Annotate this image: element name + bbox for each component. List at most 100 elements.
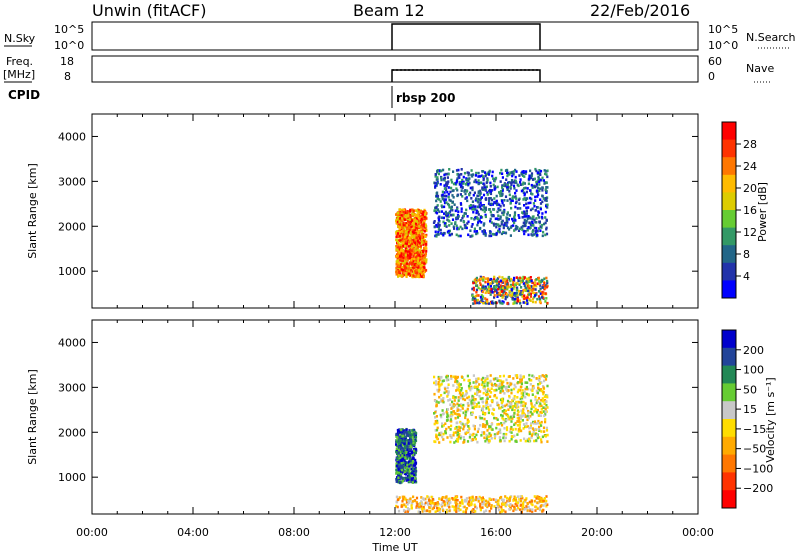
data-cell <box>502 385 505 388</box>
data-cell <box>456 177 459 180</box>
data-cell <box>422 238 425 242</box>
data-cell <box>502 279 505 282</box>
data-cell <box>542 385 545 388</box>
data-cell <box>454 416 457 420</box>
data-cell <box>499 194 502 198</box>
data-cell <box>526 509 529 512</box>
data-cell <box>496 379 499 382</box>
data-cell <box>397 460 400 464</box>
data-cell <box>448 497 451 501</box>
data-cell <box>494 288 497 292</box>
data-cell <box>525 422 528 425</box>
data-cell <box>499 406 502 410</box>
data-cell <box>495 225 498 229</box>
data-cell <box>440 178 443 182</box>
data-cell <box>405 275 408 278</box>
data-cell <box>416 239 419 243</box>
data-cell <box>483 222 486 225</box>
data-cell <box>505 418 508 422</box>
data-cell <box>516 390 519 394</box>
data-cell <box>456 413 459 416</box>
data-cell <box>437 502 440 506</box>
data-cell <box>398 454 401 457</box>
data-cell <box>440 415 443 419</box>
data-cell <box>541 194 544 198</box>
data-cell <box>532 224 535 227</box>
velocity-ylabel: Slant Range [km] <box>26 369 39 465</box>
data-cell <box>411 500 414 503</box>
data-cell <box>452 396 455 399</box>
data-cell <box>433 392 436 396</box>
data-cell <box>536 206 539 209</box>
data-cell <box>420 235 424 238</box>
data-cell <box>460 189 463 192</box>
data-cell <box>474 437 477 441</box>
data-cell <box>481 411 485 414</box>
data-cell <box>401 240 404 243</box>
data-cell <box>476 498 479 501</box>
data-cell <box>546 281 549 285</box>
data-cell <box>438 388 441 391</box>
data-cell <box>466 222 469 225</box>
data-cell <box>454 378 457 382</box>
data-cell <box>529 414 532 418</box>
data-cell <box>407 480 410 484</box>
data-cell <box>473 401 476 405</box>
data-cell <box>449 418 453 421</box>
data-cell <box>449 434 452 437</box>
data-cell <box>484 280 487 284</box>
data-cell <box>539 198 542 201</box>
data-cell <box>446 395 449 398</box>
data-cell <box>495 278 499 282</box>
data-cell <box>453 508 456 512</box>
data-cell <box>501 276 504 279</box>
data-cell <box>493 277 496 280</box>
data-cell <box>475 180 478 184</box>
data-cell <box>530 407 533 411</box>
data-cell <box>472 193 475 197</box>
data-cell <box>500 505 503 509</box>
data-cell <box>543 414 546 418</box>
nave-tick-bottom: 0 <box>708 70 715 83</box>
data-cell <box>488 290 492 293</box>
data-cell <box>437 377 440 381</box>
data-cell <box>482 301 485 305</box>
data-cell <box>430 495 433 499</box>
data-cell <box>530 183 533 187</box>
data-cell <box>435 428 439 432</box>
data-cell <box>531 281 534 285</box>
data-cell <box>528 430 531 434</box>
data-cell <box>489 197 492 200</box>
data-cell <box>496 291 499 295</box>
data-cell <box>411 245 414 248</box>
data-cell <box>407 431 410 434</box>
data-cell <box>531 510 534 513</box>
data-cell <box>446 412 449 415</box>
data-cell <box>534 300 537 304</box>
data-cell <box>419 502 422 505</box>
data-cell <box>443 503 446 507</box>
x-tick-label: 00:00 <box>682 526 714 539</box>
data-cell <box>437 401 440 404</box>
data-cell <box>463 171 467 175</box>
data-cell <box>409 434 412 437</box>
data-cell <box>406 259 409 262</box>
data-cell <box>417 269 421 272</box>
data-cell <box>497 508 501 512</box>
data-cell <box>461 407 464 410</box>
y-tick-label: 4000 <box>58 130 86 143</box>
data-cell <box>417 262 420 266</box>
data-cell <box>507 181 510 185</box>
data-cell <box>513 292 516 295</box>
data-cell <box>498 203 501 207</box>
data-cell <box>421 241 424 244</box>
data-cell <box>475 171 478 175</box>
data-cell <box>456 402 459 406</box>
data-cell <box>506 399 510 403</box>
data-cell <box>403 242 407 245</box>
data-cell <box>397 452 400 455</box>
data-cell <box>523 215 526 218</box>
data-cell <box>519 374 522 377</box>
data-cell <box>503 392 506 395</box>
data-cell <box>462 397 465 401</box>
